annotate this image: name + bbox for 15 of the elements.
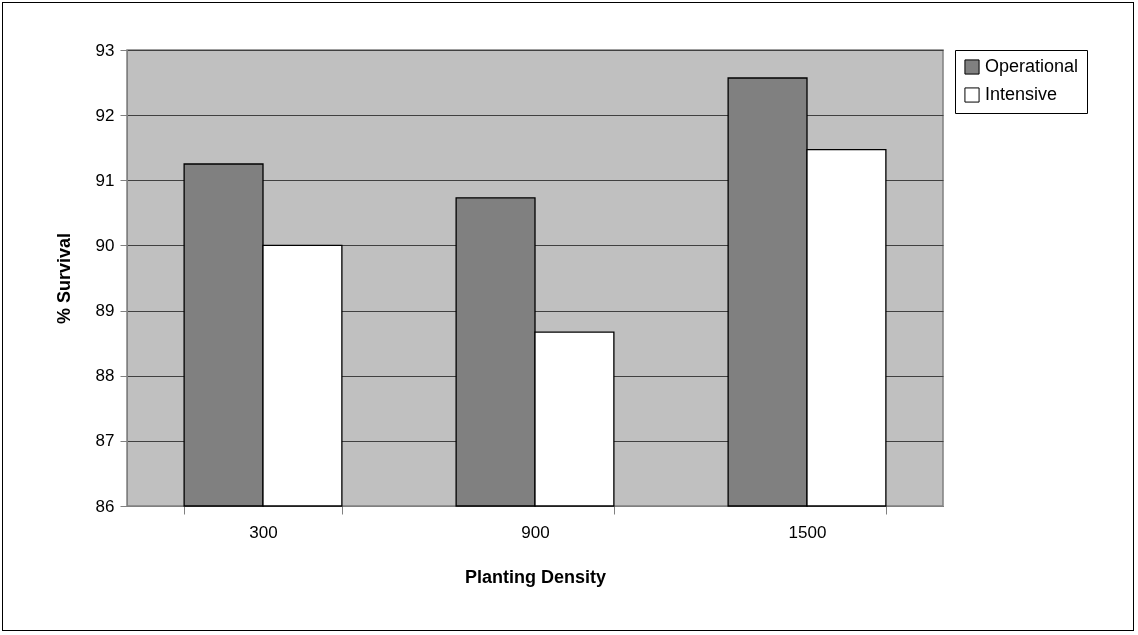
y-tick-label: 90: [95, 235, 115, 255]
y-tick-label: 86: [95, 496, 115, 516]
legend-label: Intensive: [985, 84, 1058, 104]
y-tick-label: 91: [95, 170, 115, 190]
x-axis-title: Planting Density: [464, 566, 607, 587]
y-tick-label: 93: [95, 40, 115, 60]
legend-label: Operational: [985, 56, 1079, 76]
y-axis-title: % Survival: [53, 232, 74, 325]
x-tick-label: 1500: [788, 522, 827, 542]
x-tick-label: 900: [521, 522, 550, 542]
y-tick-label: 89: [95, 301, 115, 321]
x-tick-label: 300: [249, 522, 278, 542]
y-tick-label: 88: [95, 366, 115, 386]
y-tick-label: 92: [95, 105, 115, 125]
y-tick-label: 87: [95, 431, 115, 451]
